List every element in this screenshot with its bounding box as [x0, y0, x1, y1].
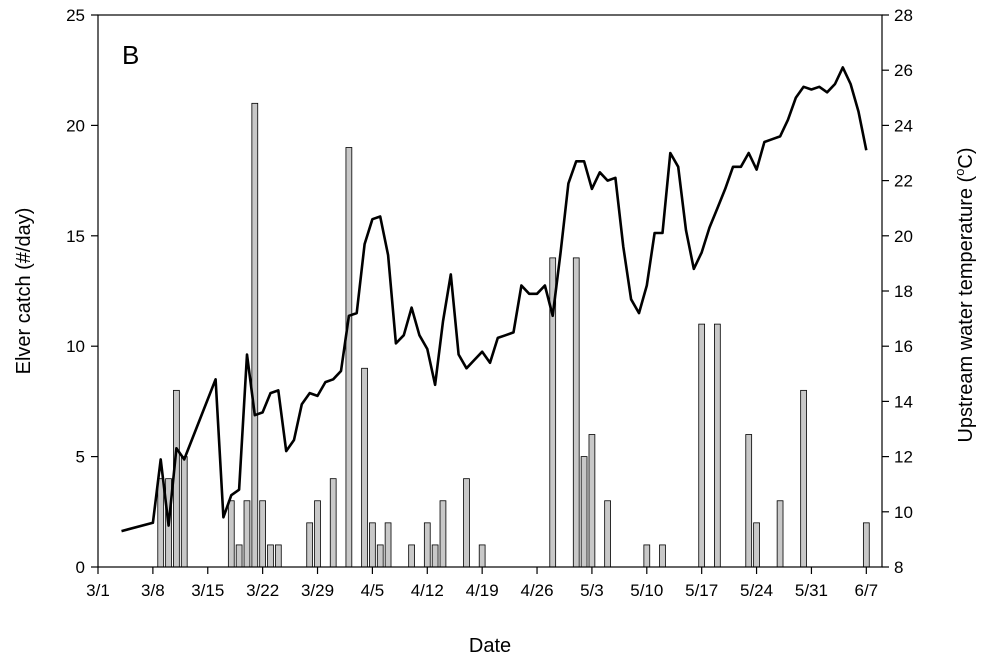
y-left-tick-label: 25 [66, 6, 85, 25]
panel-label: B [122, 40, 139, 70]
x-tick-label: 5/10 [630, 581, 663, 600]
y-axis-left-title: Elver catch (#/day) [13, 208, 35, 375]
x-tick-label: 5/17 [685, 581, 718, 600]
y-left-tick-label: 0 [76, 558, 85, 577]
bar [306, 522, 314, 568]
bar [369, 522, 376, 568]
x-tick-label: 4/26 [520, 581, 553, 600]
bar [698, 323, 706, 568]
x-tick-label: 4/5 [361, 581, 385, 600]
y-axis-right-title-main: Upstream water temperature ( [955, 175, 977, 442]
bar [580, 456, 588, 568]
bar [180, 456, 188, 568]
bar [753, 522, 760, 568]
bar [800, 389, 807, 568]
bar [659, 544, 666, 568]
bar [604, 500, 611, 568]
bar [572, 257, 580, 568]
y-right-tick-label: 24 [894, 116, 913, 135]
x-axis: 3/1 3/8 3/15 3/22 3/29 4/5 4/12 4/19 4/26 5/3 5/10… [86, 567, 878, 600]
y-axis-right: 8 10 12 14 16 18 20 22 24 26 28 [882, 6, 913, 577]
bar [423, 522, 431, 568]
y-right-tick-label: 8 [894, 558, 903, 577]
y-right-tick-label: 12 [894, 448, 913, 467]
bar [361, 367, 368, 568]
bar [439, 500, 447, 568]
x-tick-label: 5/24 [740, 581, 773, 600]
y-right-tick-label: 10 [894, 503, 913, 522]
bar [376, 544, 384, 568]
y-left-tick-label: 20 [66, 116, 85, 135]
bar [227, 500, 235, 568]
x-tick-label: 3/1 [86, 581, 110, 600]
y-axis-right-title-tail: C) [955, 147, 977, 168]
x-axis-title: Date [469, 635, 511, 657]
bar [235, 544, 243, 568]
bar [776, 500, 784, 568]
bar [714, 323, 721, 568]
bar [862, 522, 870, 568]
y-right-tick-label: 16 [894, 337, 913, 356]
y-left-tick-label: 5 [76, 448, 85, 467]
bar [463, 478, 470, 568]
bar [588, 434, 596, 568]
x-tick-label: 6/7 [854, 581, 878, 600]
plot-frame [97, 14, 883, 568]
y-axis-right-title-sup: o [952, 169, 967, 176]
x-tick-label: 3/29 [301, 581, 334, 600]
bar [345, 147, 353, 568]
x-tick-label: 3/22 [246, 581, 279, 600]
y-right-tick-label: 18 [894, 282, 913, 301]
x-tick-label: 4/12 [411, 581, 444, 600]
x-tick-label: 3/8 [141, 581, 165, 600]
bar [745, 434, 753, 568]
bar [274, 544, 282, 568]
bar-series-elver-catch [157, 102, 870, 568]
bar [314, 500, 321, 568]
line-series-upstream-temperature [121, 66, 868, 533]
y-axis-right-title: Upstream water temperature (oC) [952, 147, 977, 442]
y-right-tick-label: 20 [894, 227, 913, 246]
bar [243, 500, 251, 568]
bar [408, 544, 415, 568]
bar [384, 522, 392, 568]
x-tick-label: 5/31 [795, 581, 828, 600]
bar [431, 544, 439, 568]
y-right-tick-label: 22 [894, 172, 913, 191]
bar [157, 478, 165, 568]
y-right-tick-label: 14 [894, 392, 913, 411]
x-tick-label: 3/15 [191, 581, 224, 600]
bar [643, 544, 651, 568]
bar [259, 500, 266, 568]
y-right-tick-label: 28 [894, 6, 913, 25]
x-tick-label: 4/19 [466, 581, 499, 600]
bar [251, 102, 259, 568]
y-left-tick-label: 10 [66, 337, 85, 356]
y-right-tick-label: 26 [894, 61, 913, 80]
bar [267, 544, 274, 568]
y-axis-left: 0 5 10 15 20 25 [66, 6, 98, 577]
x-tick-label: 5/3 [580, 581, 604, 600]
y-left-tick-label: 15 [66, 227, 85, 246]
bar [478, 544, 486, 568]
bar [329, 478, 337, 568]
